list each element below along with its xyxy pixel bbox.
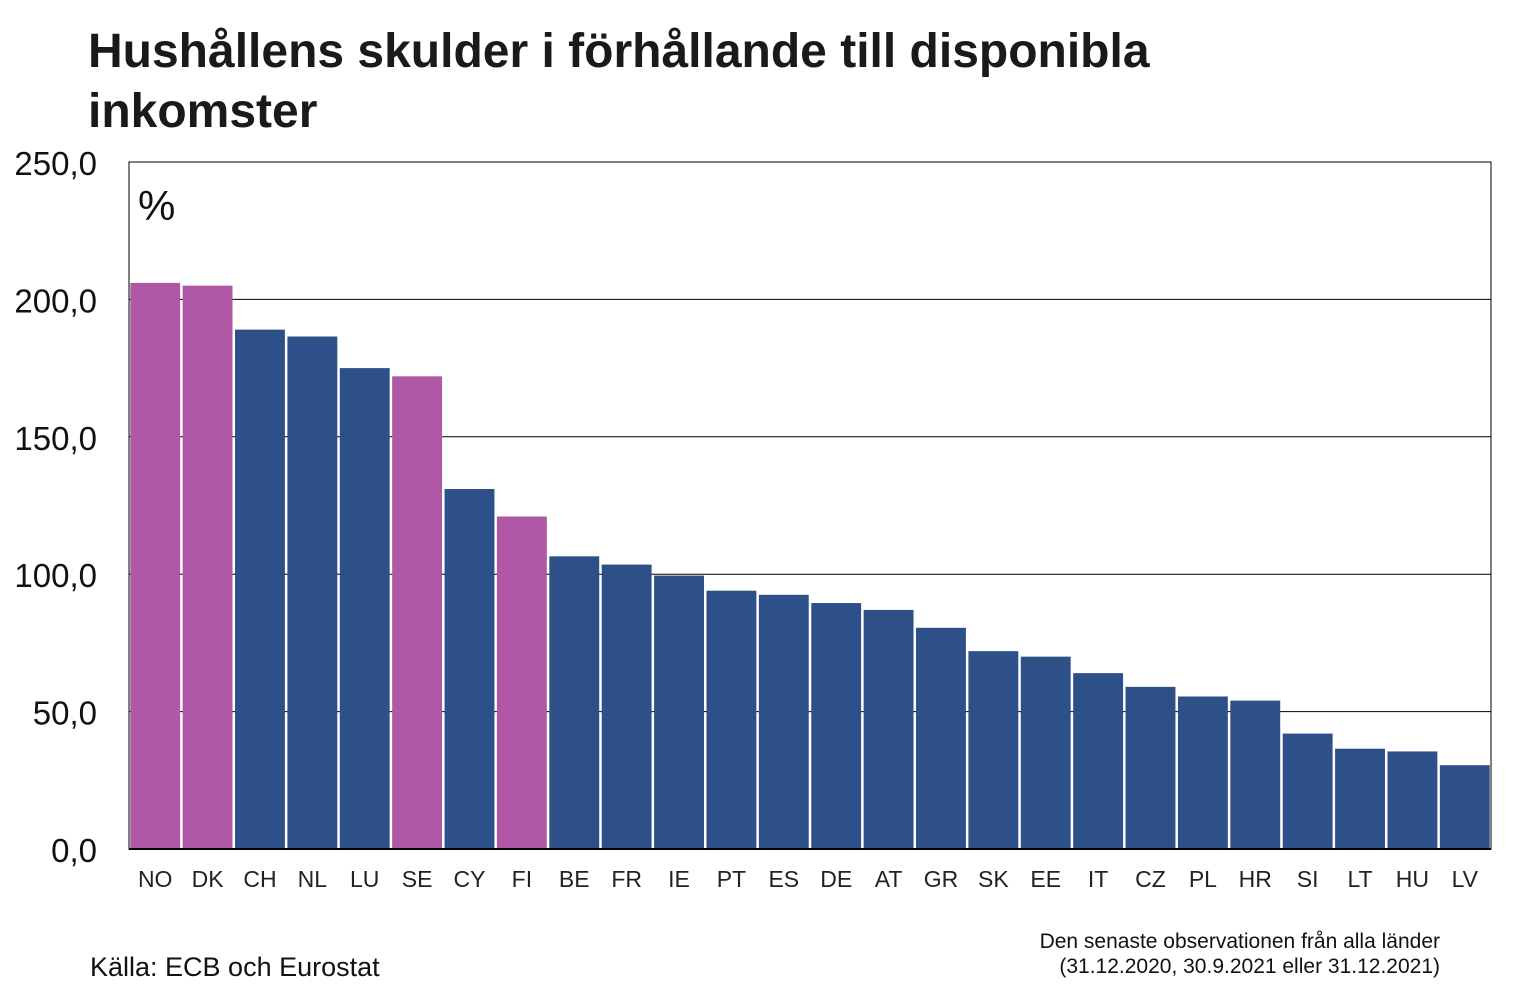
x-tick-label: FR <box>611 866 642 892</box>
x-tick-label: PL <box>1189 866 1217 892</box>
x-tick-label: BE <box>559 866 590 892</box>
bar-pl <box>1177 696 1228 849</box>
x-tick-label: FI <box>512 866 532 892</box>
x-tick-label: CY <box>454 866 486 892</box>
x-tick-label: SE <box>402 866 433 892</box>
bar-be <box>549 556 600 849</box>
bar-fr <box>601 564 652 849</box>
x-tick-label: LV <box>1452 866 1479 892</box>
unit-label: % <box>138 182 175 229</box>
bar-cy <box>444 489 495 849</box>
x-tick-label: LT <box>1347 866 1372 892</box>
y-tick-label: 200,0 <box>14 282 97 319</box>
y-tick-label: 100,0 <box>14 557 97 594</box>
x-tick-label: DK <box>192 866 225 892</box>
bar-ee <box>1020 656 1071 849</box>
bar-it <box>1073 673 1124 849</box>
bar-ch <box>235 329 285 849</box>
x-tick-label: LU <box>350 866 379 892</box>
x-tick-label: CZ <box>1135 866 1166 892</box>
x-tick-label: EE <box>1030 866 1061 892</box>
plot-frame <box>128 161 1492 850</box>
bar-se <box>392 376 443 849</box>
bar-nl <box>287 336 338 849</box>
x-tick-label: NO <box>138 866 173 892</box>
x-tick-label: CH <box>243 866 276 892</box>
y-tick-label: 250,0 <box>14 145 97 182</box>
y-tick-label: 150,0 <box>14 420 97 457</box>
bar-es <box>758 594 809 849</box>
y-tick-label: 50,0 <box>33 695 97 732</box>
x-tick-label: NL <box>298 866 328 892</box>
x-tick-label: HU <box>1396 866 1429 892</box>
x-tick-label: PT <box>717 866 746 892</box>
bar-hu <box>1387 751 1438 849</box>
bar-cz <box>1125 686 1176 849</box>
observation-note: Den senaste observationen från alla länd… <box>1040 929 1440 979</box>
chart-title: Hushållens skulder i förhållande till di… <box>88 25 1150 138</box>
bar-de <box>811 603 862 849</box>
x-tick-label: GR <box>924 866 959 892</box>
bar-no <box>130 282 181 849</box>
bar-ie <box>654 575 704 849</box>
source-note: Källa: ECB och Eurostat <box>90 952 380 982</box>
x-axis-tick-labels: NO DK CH NL LU SE CY FI BE FR IE PT ES DE AT GR SK EE IT CZ… <box>138 866 1479 892</box>
x-tick-label: ES <box>768 866 799 892</box>
x-tick-label: DE <box>820 866 852 892</box>
x-tick-label: IT <box>1088 866 1108 892</box>
x-tick-label: AT <box>875 866 903 892</box>
bar-at <box>863 609 914 849</box>
bar-lu <box>339 368 390 849</box>
y-axis-tick-labels: 0,0 50,0 100,0 150,0 200,0 250,0 <box>14 145 97 869</box>
bar-si <box>1282 733 1333 849</box>
x-tick-label: SK <box>978 866 1009 892</box>
y-tick-label: 0,0 <box>51 832 97 869</box>
x-tick-label: IE <box>668 866 690 892</box>
observation-note-line-1: Den senaste observationen från alla länd… <box>1039 930 1440 953</box>
x-tick-label: SI <box>1297 866 1319 892</box>
bar-hr <box>1230 700 1281 849</box>
observation-note-line-2: (31.12.2020, 30.9.2021 eller 31.12.2021) <box>1059 955 1440 978</box>
bar-lt <box>1335 748 1385 849</box>
bars <box>130 282 1490 849</box>
bar-lv <box>1439 765 1490 849</box>
bar-sk <box>968 651 1019 849</box>
bar-dk <box>182 285 233 849</box>
bar-gr <box>916 627 966 849</box>
bar-fi <box>496 516 547 849</box>
x-tick-label: HR <box>1239 866 1272 892</box>
bar-pt <box>706 590 757 849</box>
